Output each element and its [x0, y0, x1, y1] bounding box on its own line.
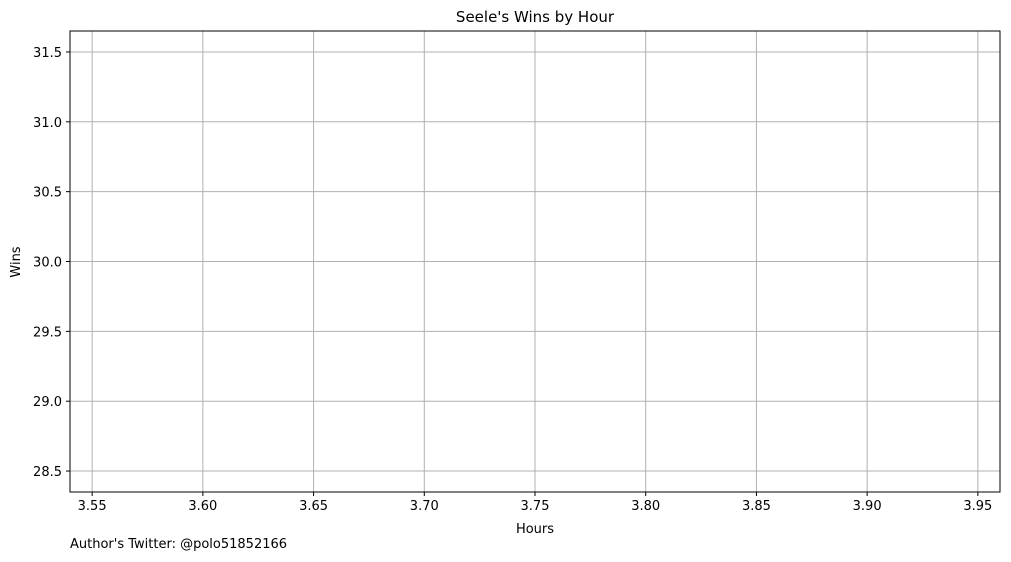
x-tick-label: 3.70 [410, 499, 439, 514]
x-tick-label: 3.60 [188, 499, 217, 514]
x-tick-label: 3.65 [299, 499, 328, 514]
author-twitter-note: Author's Twitter: @polo51852166 [70, 537, 288, 552]
y-tick-label: 31.5 [33, 46, 62, 61]
x-tick-label: 3.80 [631, 499, 660, 514]
x-tick-label: 3.85 [742, 499, 771, 514]
y-tick-label: 30.0 [33, 256, 62, 271]
x-tick-label: 3.95 [963, 499, 992, 514]
x-tick-label: 3.90 [853, 499, 882, 514]
grid-lines [70, 31, 1000, 492]
y-tick-label: 29.0 [33, 395, 62, 410]
y-axis-label: Wins [9, 246, 24, 277]
chart-title: Seele's Wins by Hour [456, 8, 615, 26]
x-tick-label: 3.75 [521, 499, 550, 514]
x-axis-label: Hours [516, 522, 554, 537]
y-tick-label: 28.5 [33, 465, 62, 480]
y-tick-label: 29.5 [33, 325, 62, 340]
y-tick-label: 30.5 [33, 186, 62, 201]
axis-ticks: 3.55 3.60 3.65 3.70 3.75 3.80 3.85 3.90 3.95 28.5… [33, 46, 992, 514]
y-tick-label: 31.0 [33, 116, 62, 131]
x-tick-label: 3.55 [78, 499, 107, 514]
